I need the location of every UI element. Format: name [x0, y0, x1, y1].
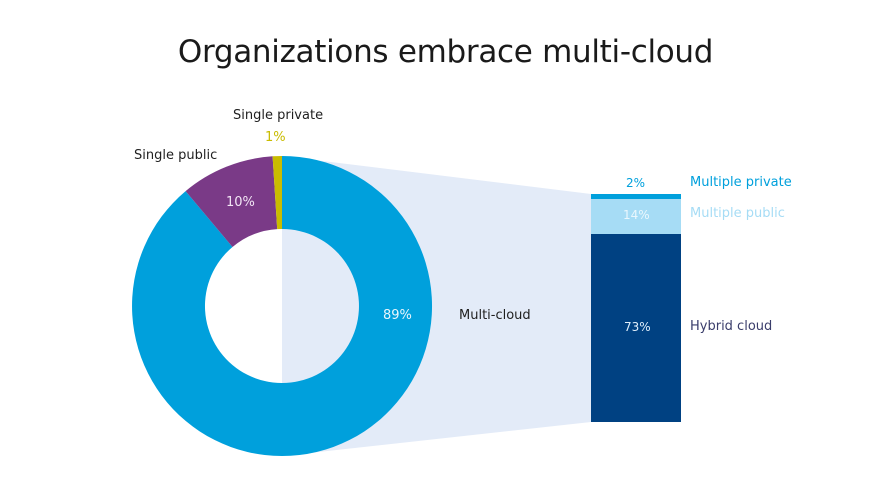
donut-slice-multi-cloud — [132, 156, 433, 457]
donut-slice-single-public — [185, 156, 278, 247]
donut-slice-single-private — [272, 156, 282, 230]
value-multiple-public: 14% — [623, 208, 650, 222]
bar-segment-multiple-private — [591, 194, 681, 199]
chart-title: Organizations embrace multi-cloud — [177, 34, 714, 70]
label-multiple-private: Multiple private — [690, 175, 792, 190]
value-hybrid-cloud: 73% — [624, 320, 651, 334]
value-single-private: 1% — [265, 130, 286, 145]
label-hybrid-cloud: Hybrid cloud — [690, 319, 773, 334]
label-single-private: Single private — [233, 108, 324, 123]
bar-segment-hybrid-cloud — [591, 234, 681, 422]
label-multiple-public: Multiple public — [690, 206, 785, 221]
label-single-public: Single public — [134, 148, 218, 163]
value-multiple-private: 2% — [626, 176, 646, 190]
label-multi-cloud: Multi-cloud — [459, 308, 531, 323]
bar-segment-multiple-public — [591, 199, 681, 234]
value-single-public: 10% — [226, 195, 255, 210]
value-multi-cloud: 89% — [383, 308, 412, 323]
